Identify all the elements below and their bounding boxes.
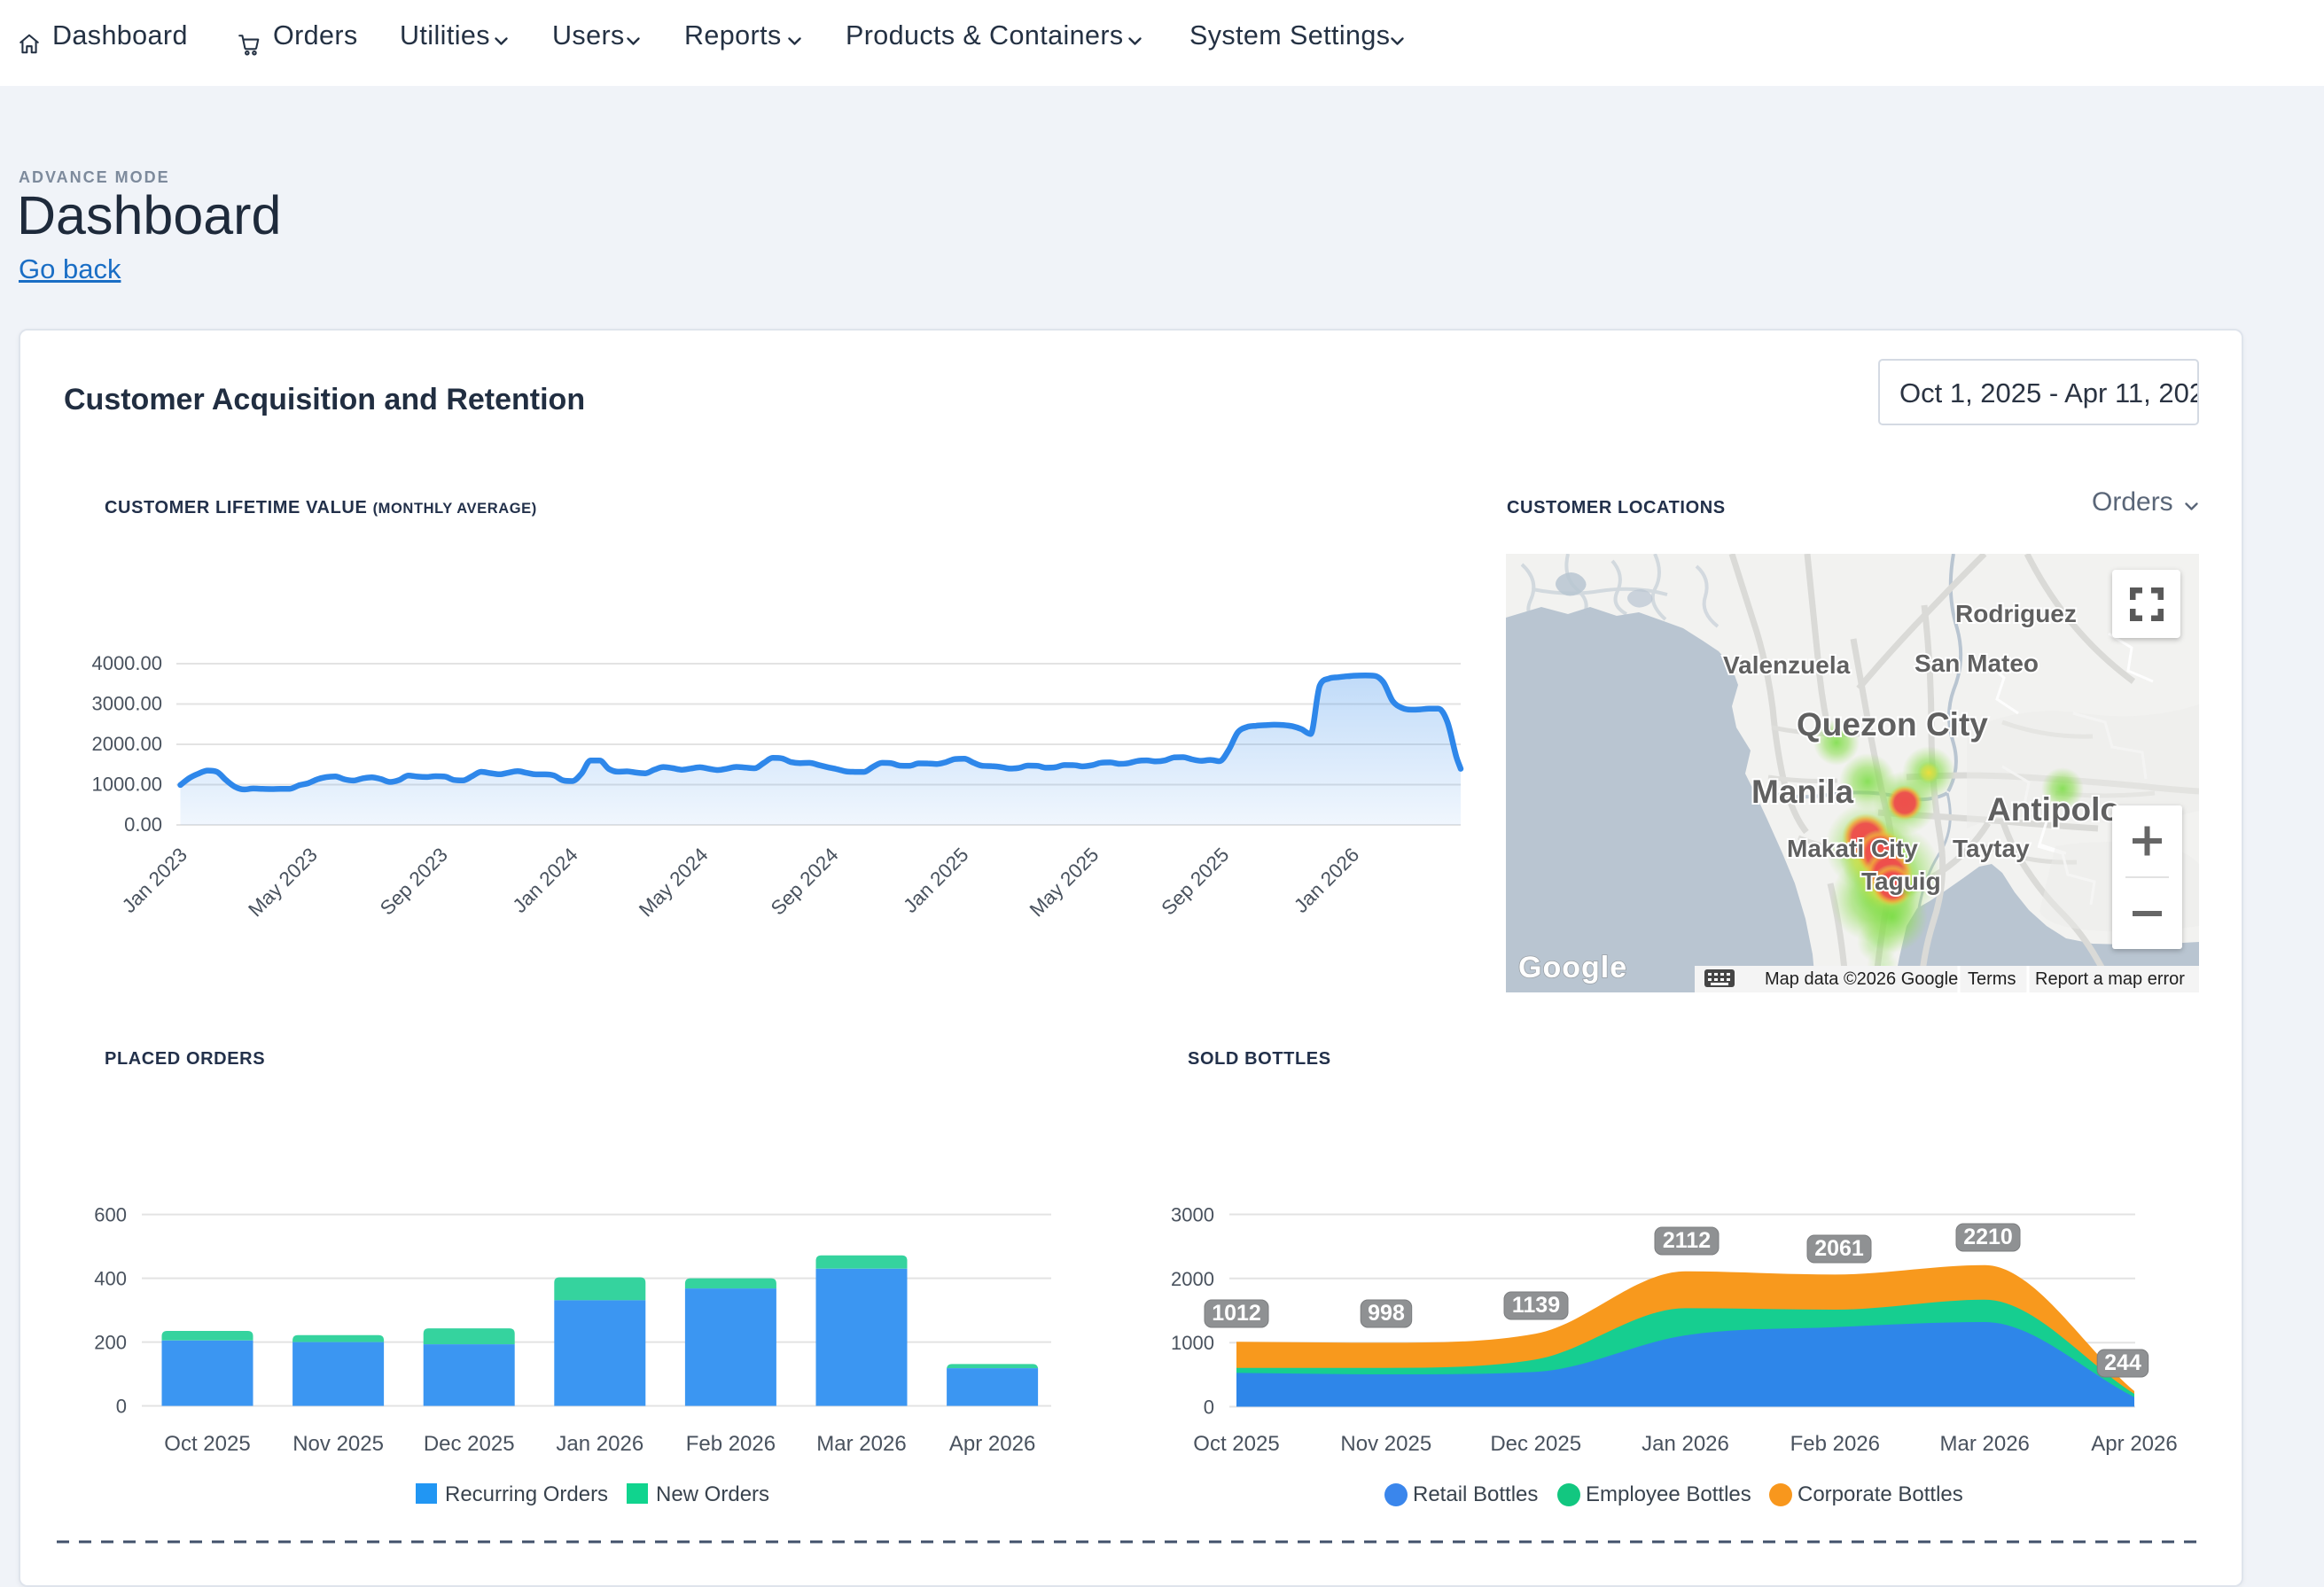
svg-text:Mar 2026: Mar 2026 [1940,1432,2030,1456]
svg-text:998: 998 [1368,1301,1405,1326]
svg-text:Dec 2025: Dec 2025 [424,1432,515,1456]
svg-text:Apr 2026: Apr 2026 [949,1432,1035,1456]
svg-text:Manila: Manila [1751,774,1854,810]
svg-text:Jan 2023: Jan 2023 [118,844,191,917]
svg-text:May 2023: May 2023 [244,844,322,922]
svg-text:Taguig: Taguig [1861,867,1941,895]
svg-text:Jan 2024: Jan 2024 [509,844,582,917]
svg-text:2210: 2210 [1963,1225,2013,1249]
svg-text:1000: 1000 [1171,1332,1214,1354]
svg-text:Jan 2025: Jan 2025 [899,844,972,917]
svg-text:2061: 2061 [1814,1236,1864,1261]
svg-text:244: 244 [2104,1350,2141,1375]
svg-text:Feb 2026: Feb 2026 [686,1432,776,1456]
svg-text:Map data ©2026 Google: Map data ©2026 Google [1765,969,1958,989]
svg-text:Oct 2025: Oct 2025 [1193,1432,1279,1456]
svg-text:Apr 2026: Apr 2026 [2091,1432,2177,1456]
svg-text:Antipolo: Antipolo [1987,791,2120,828]
svg-text:600: 600 [94,1204,127,1226]
svg-text:1139: 1139 [1512,1293,1560,1318]
svg-text:Sep 2024: Sep 2024 [767,844,843,920]
svg-text:1000.00: 1000.00 [91,774,162,796]
svg-text:Terms: Terms [1968,969,2016,989]
svg-text:Sep 2023: Sep 2023 [376,844,452,920]
svg-text:Taytay: Taytay [1953,835,2030,862]
svg-text:Rodriguez: Rodriguez [1955,600,2077,627]
svg-text:2000: 2000 [1171,1268,1214,1290]
svg-text:0: 0 [116,1396,127,1418]
svg-text:0.00: 0.00 [124,813,162,836]
svg-text:Dec 2025: Dec 2025 [1490,1432,1581,1456]
svg-text:May 2024: May 2024 [635,844,713,922]
svg-text:Quezon City: Quezon City [1797,706,1988,743]
svg-text:Makati City: Makati City [1787,835,1918,862]
svg-text:Sep 2025: Sep 2025 [1158,844,1234,920]
svg-text:San Mateo: San Mateo [1915,650,2039,677]
svg-text:3000: 3000 [1171,1204,1214,1226]
svg-text:2000.00: 2000.00 [91,733,162,755]
svg-text:200: 200 [94,1332,127,1354]
svg-text:Oct 2025: Oct 2025 [164,1432,250,1456]
svg-text:0: 0 [1204,1396,1214,1419]
svg-text:2112: 2112 [1663,1228,1711,1253]
svg-text:3000.00: 3000.00 [91,693,162,715]
svg-text:Jan 2026: Jan 2026 [556,1432,643,1456]
svg-text:Jan 2026: Jan 2026 [1642,1432,1729,1456]
svg-text:May 2025: May 2025 [1026,844,1104,922]
svg-text:400: 400 [94,1268,127,1290]
svg-text:Mar 2026: Mar 2026 [816,1432,906,1456]
svg-text:Report a map error: Report a map error [2035,969,2185,989]
svg-text:Google: Google [1518,951,1627,984]
svg-text:Nov 2025: Nov 2025 [292,1432,384,1456]
svg-text:Valenzuela: Valenzuela [1723,651,1851,679]
svg-text:Nov 2025: Nov 2025 [1340,1432,1431,1456]
svg-text:Feb 2026: Feb 2026 [1790,1432,1880,1456]
svg-text:1012: 1012 [1212,1301,1261,1326]
svg-text:Jan 2026: Jan 2026 [1290,844,1363,917]
svg-text:4000.00: 4000.00 [91,652,162,674]
